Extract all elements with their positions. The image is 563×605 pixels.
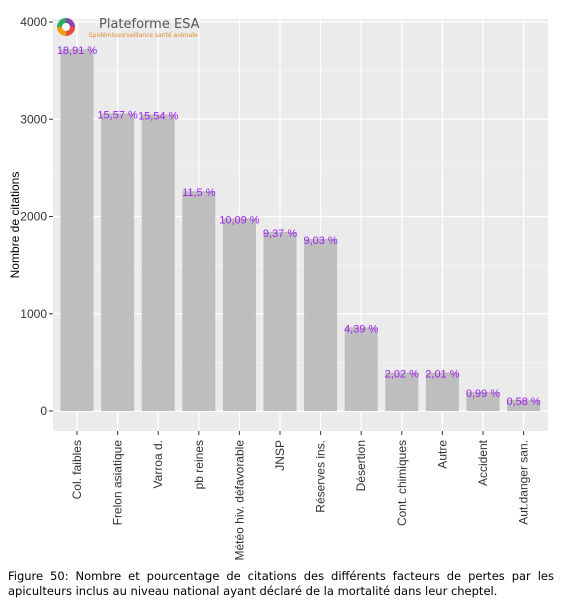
y-axis: 0 1000 2000 3000 4000 — [20, 15, 53, 418]
x-tick-label: Désertion — [354, 440, 368, 491]
bar-value-label: 18,91 % — [57, 45, 98, 57]
bar-value-label: 9,37 % — [263, 228, 297, 240]
x-tick-label: pb reines — [192, 440, 206, 489]
bar-value-label: 9,03 % — [303, 235, 337, 247]
logo-title: Plateforme ESA — [99, 17, 200, 32]
bar — [222, 218, 256, 411]
x-tick-label: Col. faibles — [70, 440, 84, 499]
y-tick-label: 3000 — [20, 112, 47, 126]
bar — [141, 114, 175, 411]
bar-value-label: 2,02 % — [385, 369, 419, 381]
bar-value-label: 0,99 % — [466, 388, 500, 400]
x-tick-label: Aut.danger san. — [517, 440, 531, 525]
figure-caption: Figure 50: Nombre et pourcentage de cita… — [8, 569, 554, 598]
bar-value-label: 4,39 % — [344, 323, 378, 335]
bar-value-label: 2,01 % — [425, 369, 459, 381]
logo: Plateforme ESA Epidémiosurveillance sant… — [55, 16, 205, 46]
bar — [101, 113, 135, 411]
x-tick-label: Frelon asiatique — [111, 440, 125, 526]
bar-value-label: 0,58 % — [506, 396, 540, 408]
bar — [182, 191, 216, 411]
bar-value-label: 10,09 % — [219, 214, 260, 226]
x-tick-label: Autre — [435, 440, 449, 469]
bar — [466, 392, 500, 411]
y-tick-label: 4000 — [20, 15, 47, 29]
bar-value-label: 15,54 % — [138, 110, 179, 122]
bar-value-label: 15,57 % — [97, 109, 138, 121]
x-tick-label: JNSP — [273, 440, 287, 471]
bar — [304, 238, 338, 411]
bar-value-label: 11,5 % — [182, 187, 216, 199]
bar — [385, 372, 419, 411]
y-tick-label: 1000 — [20, 307, 47, 321]
y-axis-label: Nombre de citations — [8, 172, 22, 279]
bar-chart: 18,91 % 15,57 % 15,54 % 11,5 % 10,09 %9,37 %… — [8, 15, 548, 561]
y-tick-label: 0 — [40, 404, 47, 418]
bar — [263, 232, 297, 411]
y-tick-label: 2000 — [20, 210, 47, 224]
x-axis: Col. faibles Frelon asiatique Varroa d. pb … — [70, 431, 531, 561]
bar — [60, 49, 94, 411]
x-tick-label: Météo hiv. défavorable — [232, 440, 246, 561]
x-tick-label: Varroa d. — [151, 440, 165, 488]
x-tick-label: Cont. chimiques — [395, 440, 409, 526]
logo-subtitle: Epidémiosurveillance santé animale — [89, 32, 198, 39]
bar — [507, 399, 541, 411]
bars: 18,91 % 15,57 % 15,54 % 11,5 % 10,09 %9,37 %… — [57, 45, 541, 411]
x-tick-label: Réserves ins. — [314, 440, 328, 513]
bar — [344, 327, 378, 411]
logo-mark-icon — [57, 18, 75, 36]
x-tick-label: Accident — [476, 439, 490, 486]
bar — [425, 372, 459, 411]
